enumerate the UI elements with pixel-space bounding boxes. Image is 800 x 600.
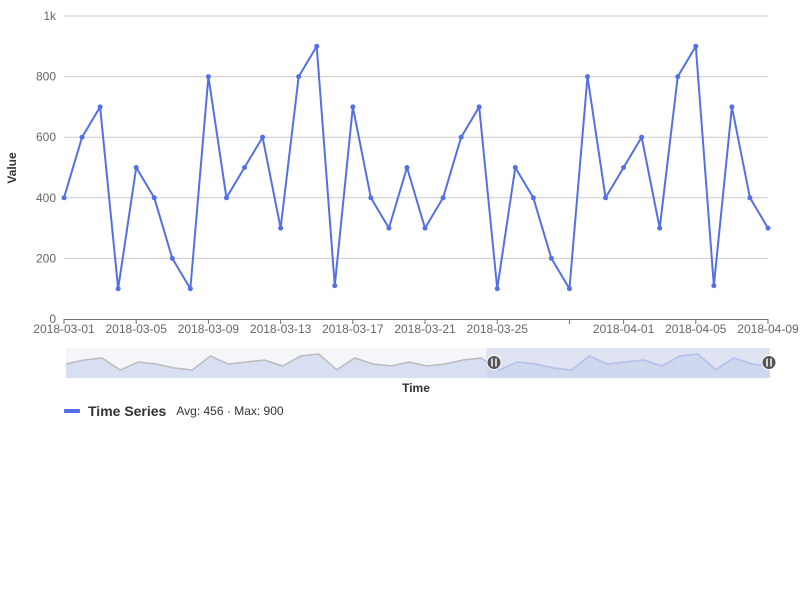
zoom-handle-start[interactable]: [486, 355, 502, 370]
y-tick-label: 400: [36, 191, 56, 205]
data-point: [386, 225, 392, 231]
zoom-handle-knob: [761, 355, 777, 370]
x-tick-label: 2018-03-05: [106, 322, 168, 336]
y-tick-label: 800: [36, 70, 56, 84]
data-point: [151, 195, 157, 201]
data-point: [476, 104, 482, 110]
y-tick-label: 600: [36, 130, 56, 144]
y-axis-title: Value: [5, 152, 19, 184]
zoom-preview-line-selected: [480, 353, 771, 371]
grid-lines: [64, 15, 768, 259]
data-point: [79, 134, 85, 140]
data-point: [133, 165, 139, 170]
x-tick-label: 2018-03-21: [394, 322, 456, 336]
zoom-preview-area: [66, 354, 770, 378]
series-layer: [61, 43, 771, 292]
y-tick-label: 1k: [43, 9, 57, 23]
legend-max: Max: 900: [234, 404, 284, 418]
x-axis: 2018-03-01 2018-03-05 2018-03-09 2018-03-13…: [33, 319, 799, 336]
data-point: [675, 74, 681, 80]
data-point: [296, 74, 302, 80]
data-point: [242, 165, 248, 170]
x-tick-label: 2018-04-05: [665, 322, 727, 336]
data-point: [621, 165, 627, 170]
x-tick-label: 2018-03-01: [33, 322, 95, 336]
data-point: [512, 165, 518, 170]
data-point: [729, 104, 735, 110]
data-point: [566, 286, 572, 292]
series-line: [63, 45, 769, 290]
x-tick-label: 2018-04-01: [593, 322, 655, 336]
legend[interactable]: Time Series Avg: 456 · Max: 900: [64, 402, 284, 420]
x-tick-label: 2018-04-09: [737, 322, 799, 336]
data-point: [458, 134, 464, 140]
x-tick-label: 2018-03-17: [322, 322, 384, 336]
data-point: [603, 195, 609, 201]
data-point: [368, 195, 374, 201]
data-point: [693, 43, 699, 49]
x-axis-title: Time: [402, 381, 430, 395]
data-point: [169, 255, 175, 261]
data-point: [205, 74, 211, 80]
y-tick-label: 0: [49, 312, 56, 326]
legend-swatch: [64, 409, 80, 413]
data-point: [350, 104, 356, 110]
data-point: [314, 43, 320, 49]
data-point: [584, 74, 590, 80]
data-point: [711, 283, 717, 289]
data-point: [422, 225, 428, 231]
y-axis-ticks: 0 200 400 600 800 1k: [36, 9, 57, 326]
data-point: [548, 255, 554, 261]
legend-stats: Avg: 456 · Max: 900: [176, 404, 283, 418]
data-point: [440, 195, 446, 201]
zoom-handle-end[interactable]: [761, 355, 777, 370]
data-point: [657, 225, 663, 231]
data-point: [187, 286, 193, 292]
data-point: [278, 225, 284, 231]
data-point: [223, 195, 229, 201]
y-tick-label: 200: [36, 251, 56, 265]
data-point: [97, 104, 103, 110]
data-point: [61, 195, 67, 201]
x-tick-label: 2018-03-13: [250, 322, 312, 336]
legend-avg: Avg: 456: [176, 404, 224, 418]
data-point: [530, 195, 536, 201]
data-point: [765, 225, 771, 231]
data-point: [332, 283, 338, 289]
data-zoom-slider[interactable]: [65, 348, 777, 378]
data-point: [747, 195, 753, 201]
legend-series-name: Time Series: [88, 403, 167, 419]
x-tick-label: 2018-03-09: [178, 322, 240, 336]
legend-separator: ·: [226, 404, 235, 418]
data-point: [639, 134, 645, 140]
data-point: [494, 286, 500, 292]
data-point: [404, 165, 410, 170]
data-point: [260, 134, 266, 140]
zoom-handle-knob: [486, 355, 502, 370]
x-tick-label: 2018-03-25: [467, 322, 529, 336]
data-point: [115, 286, 121, 292]
